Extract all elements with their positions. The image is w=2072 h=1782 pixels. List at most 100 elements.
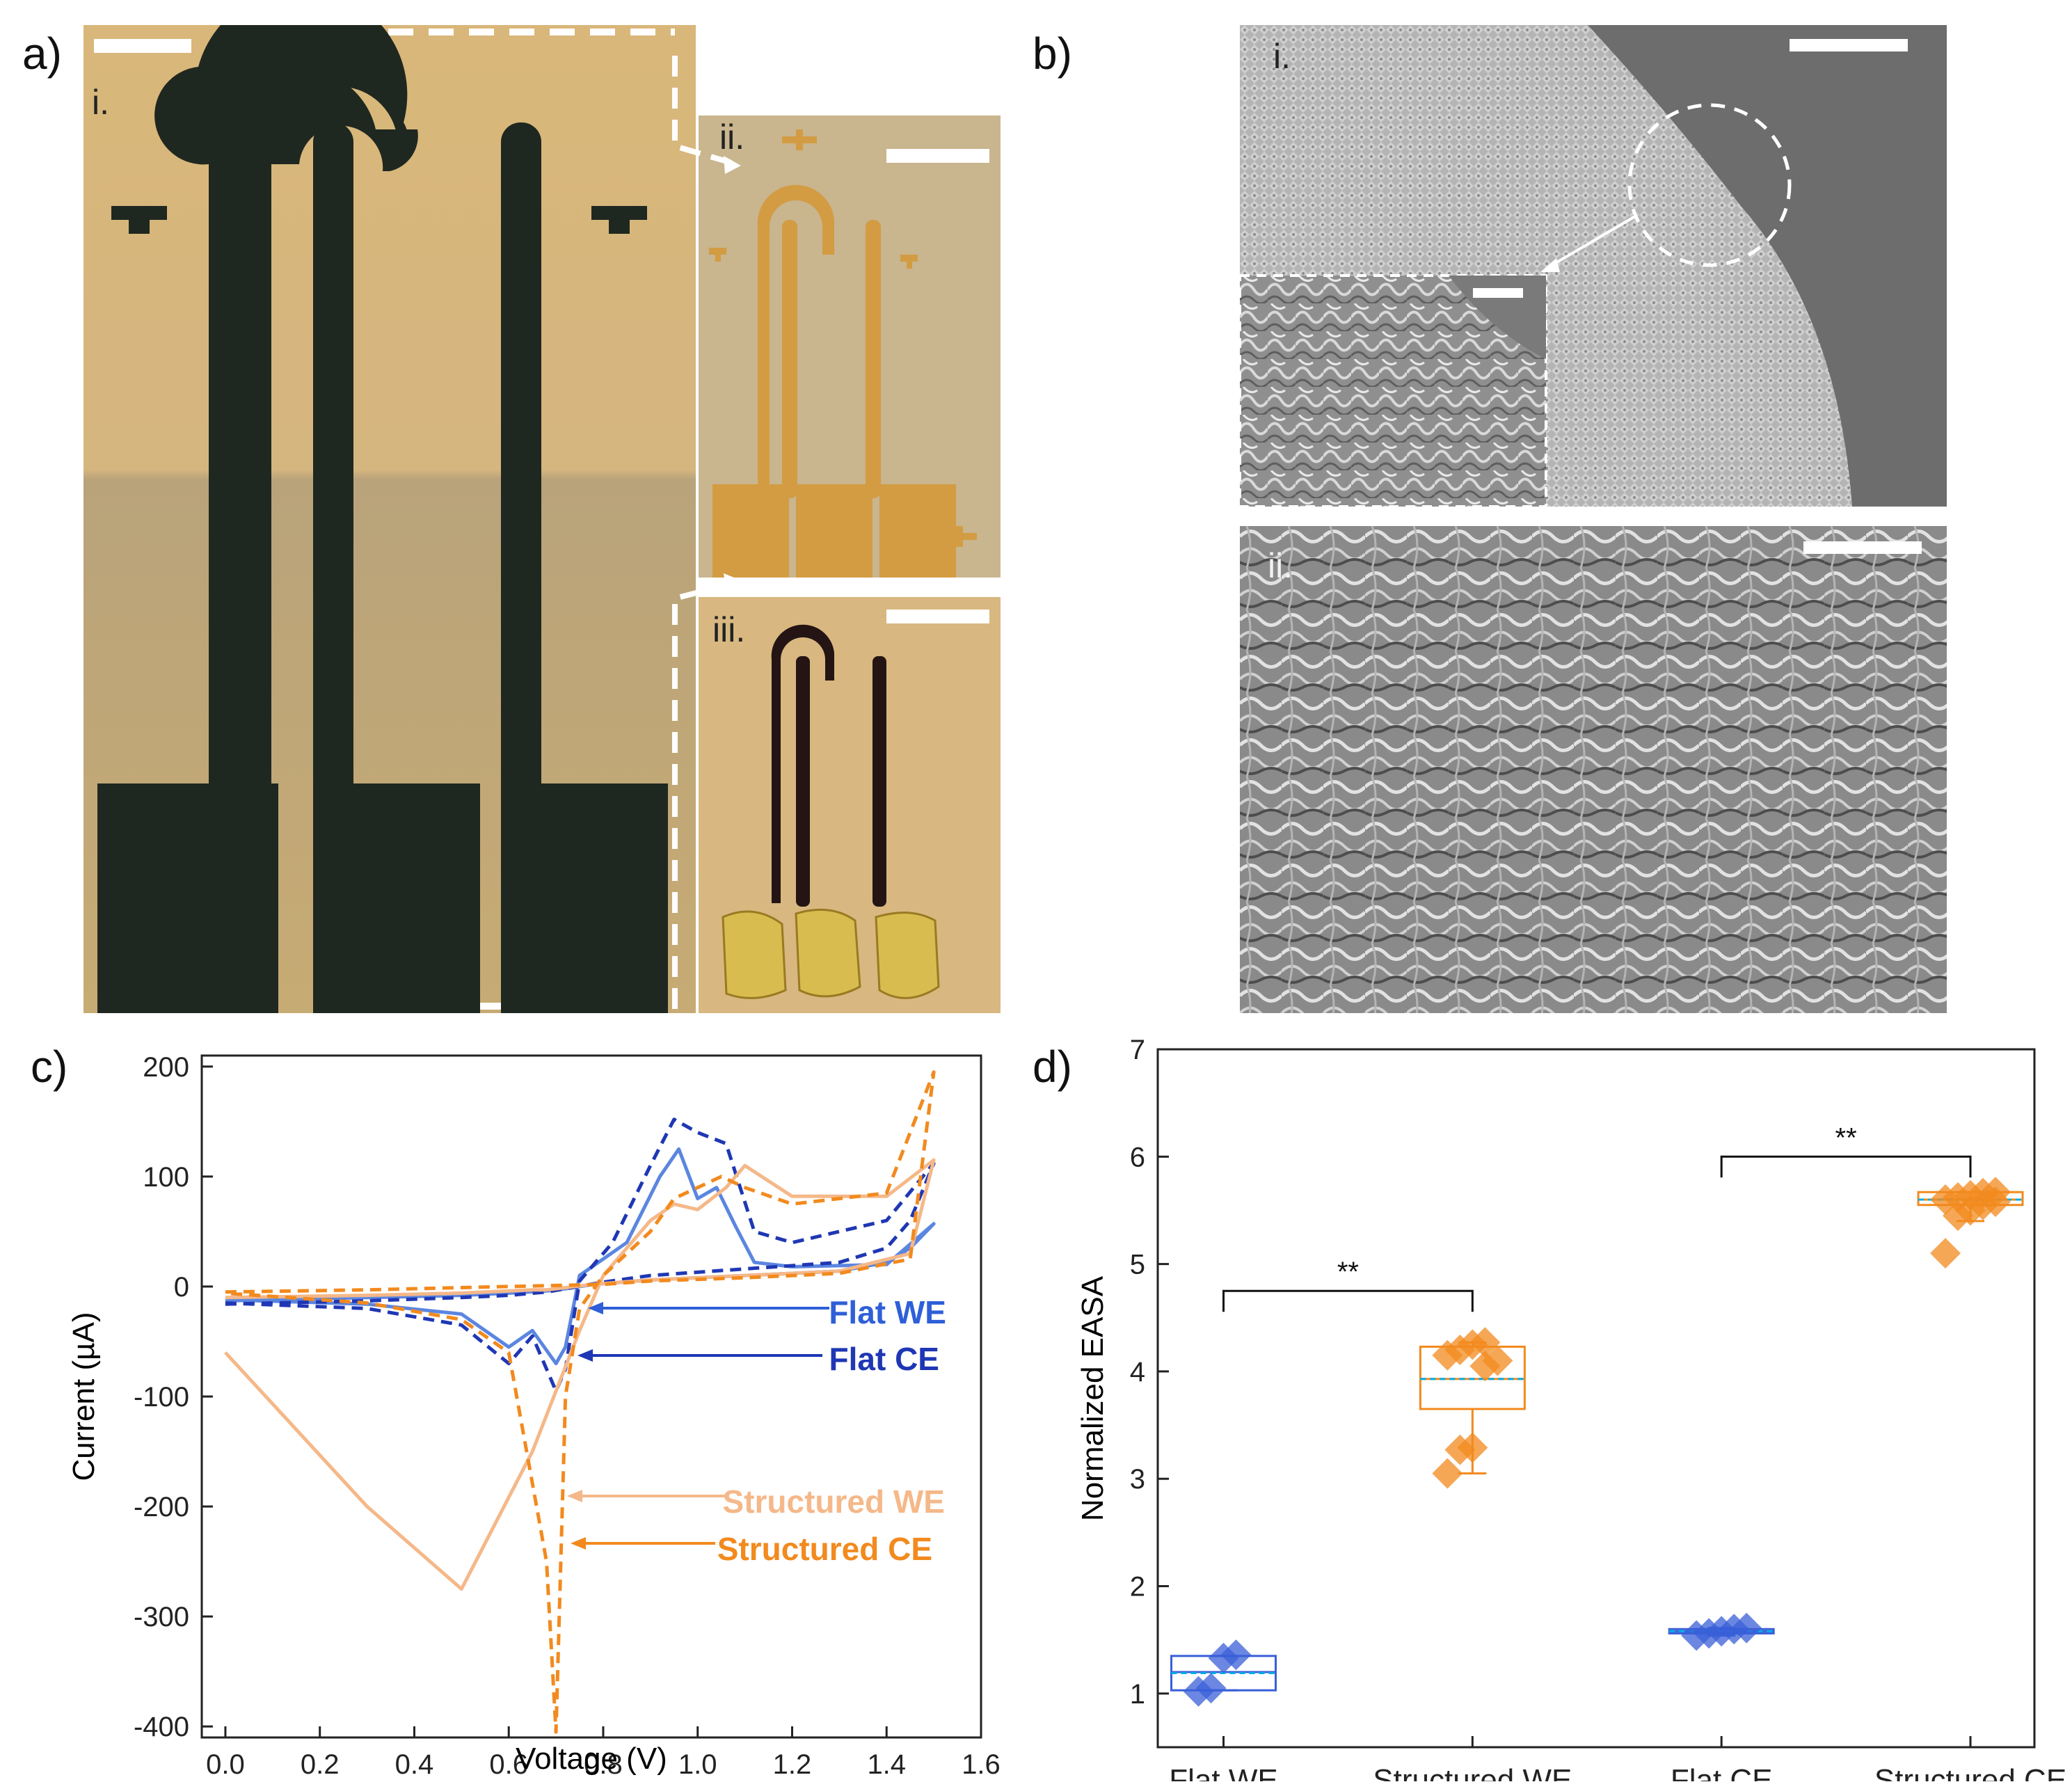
series-group [224,1070,936,1734]
data-point [1195,1673,1227,1704]
annotation-label: Flat WE [829,1294,946,1330]
x-tick-label: Flat CE [1671,1763,1773,1781]
y-tick-label: 7 [1130,1035,1145,1065]
data-point [1469,1327,1501,1358]
electrode-traces [709,129,977,578]
panel-b-sublabel-i: i. [1273,37,1291,76]
y-tick-label: 3 [1130,1464,1145,1495]
y-tick-label: -200 [134,1492,189,1522]
axes: 0.0 0.2 0.4 0.6 0.8 1.0 1.2 1.4 1.6 200 100 0 -100 -2… [134,1052,1001,1780]
sem-structured-surface [1240,526,1947,1013]
panel-a-letter: a) [22,29,62,79]
significance-label: ** [1337,1257,1359,1287]
y-tick-label: 5 [1130,1250,1145,1280]
annotations: Flat WE Flat CE Structured WE Structured CE [567,1294,946,1567]
x-tick-label: 1.4 [867,1749,906,1780]
axes: 1 2 3 4 5 6 7 Flat WE Structured WE Flat CE Struct… [1130,1035,2066,1781]
y-tick-label: 1 [1130,1679,1145,1710]
electrode-traces [97,25,668,1013]
scale-bar [1790,39,1908,51]
x-tick-label: 1.6 [962,1749,1001,1780]
electrode-inset-iii-svg [699,597,1001,1013]
data-point [1220,1639,1252,1671]
cv-chart: 0.0 0.2 0.4 0.6 0.8 1.0 1.2 1.4 1.6 200 100 0 -100 -2… [67,1052,1001,1780]
annotation-label: Structured WE [723,1483,945,1520]
annotation-arrowhead [567,1490,582,1502]
y-tick-label: 6 [1130,1142,1145,1172]
easa-chart: 1 2 3 4 5 6 7 Flat WE Structured WE Flat CE Struct… [1076,1035,2066,1781]
series-line [225,1070,936,1734]
x-tick-label: Structured CE [1874,1763,2066,1781]
x-tick-label: Flat WE [1169,1763,1277,1781]
x-tick-label: 1.2 [773,1749,812,1780]
sem-ii-svg [1240,526,1947,1013]
panel-a-photo-inset-iii [699,597,1001,1013]
plot-frame [200,1054,982,1739]
boxes-group: ** ** [1170,1122,2024,1707]
x-tick-label: 0.4 [395,1749,434,1780]
electrode-traces [771,624,886,907]
series-line [224,1158,936,1591]
panel-b-sublabel-ii: ii. [1268,546,1293,585]
plot-frame [1156,1048,2036,1749]
data-point [1208,1642,1239,1673]
panel-b-sem-ii [1240,526,1947,1013]
panel-a-photo-main [83,25,696,1013]
x-tick-label: 1.0 [678,1749,717,1780]
data-point [1930,1238,1961,1269]
y-tick-label: 4 [1130,1357,1145,1387]
scale-bar [886,610,989,623]
x-tick-label: 0.2 [301,1749,340,1780]
inset-ii-arrow [672,56,741,174]
y-tick-label: 0 [174,1272,189,1303]
data-point [1444,1335,1476,1366]
data-point [1432,1339,1463,1371]
significance-bracket [1720,1155,1972,1178]
annotation-label: Flat CE [829,1341,939,1377]
y-tick-label: 2 [1130,1572,1145,1602]
zoom-arrow [1545,215,1636,270]
x-tick-label: 0.0 [206,1749,245,1780]
scale-bar-inset [1473,288,1523,298]
panel-d-letter: d) [1033,1042,1072,1092]
annotation-label: Structured CE [717,1531,932,1567]
data-point [1980,1177,2011,1208]
y-tick-label: -400 [134,1712,189,1742]
y-axis-label: Current (µA) [67,1312,101,1481]
y-tick-label: 200 [143,1052,189,1083]
y-tick-label: 100 [143,1162,189,1193]
sem-flat-area [1588,25,1947,507]
annotation-arrowhead [571,1537,586,1550]
y-axis-label: Normalized EASA [1076,1275,1110,1521]
y-tick-label: -100 [134,1382,189,1413]
annotation-arrowhead [588,1302,603,1314]
significance-label: ** [1835,1122,1857,1153]
x-tick-label: Structured WE [1373,1763,1572,1781]
significance-bracket [1222,1289,1474,1312]
sem-i-svg [1240,25,1947,507]
electrode-main-svg [83,25,696,1013]
data-point [1943,1200,1974,1232]
gold-pads [722,908,940,999]
panel-c-letter: c) [31,1042,68,1092]
panel-b-sem-i [1240,25,1947,507]
scale-bar [886,149,989,163]
panel-a-sublabel-iii: iii. [712,610,746,649]
data-point [1482,1345,1513,1376]
data-point [1457,1432,1488,1463]
panel-a-sublabel-i: i. [92,83,109,122]
scale-bar [1803,541,1922,554]
inset-iii-arrow [672,573,741,1009]
data-point [1432,1458,1463,1489]
series-line [225,1117,936,1393]
scale-bar [94,39,191,53]
panel-a-photo-inset-ii [699,116,1001,578]
x-tick-label: 0.6 [489,1749,528,1780]
panel-b-letter: b) [1033,29,1072,79]
x-tick-label: 0.8 [584,1749,623,1780]
highlight-circle [1627,103,1792,267]
electrode-inset-ii-svg [699,116,1001,578]
panel-a-sublabel-ii: ii. [719,118,745,157]
annotation-arrowhead [577,1349,593,1362]
y-tick-label: -300 [134,1602,189,1632]
